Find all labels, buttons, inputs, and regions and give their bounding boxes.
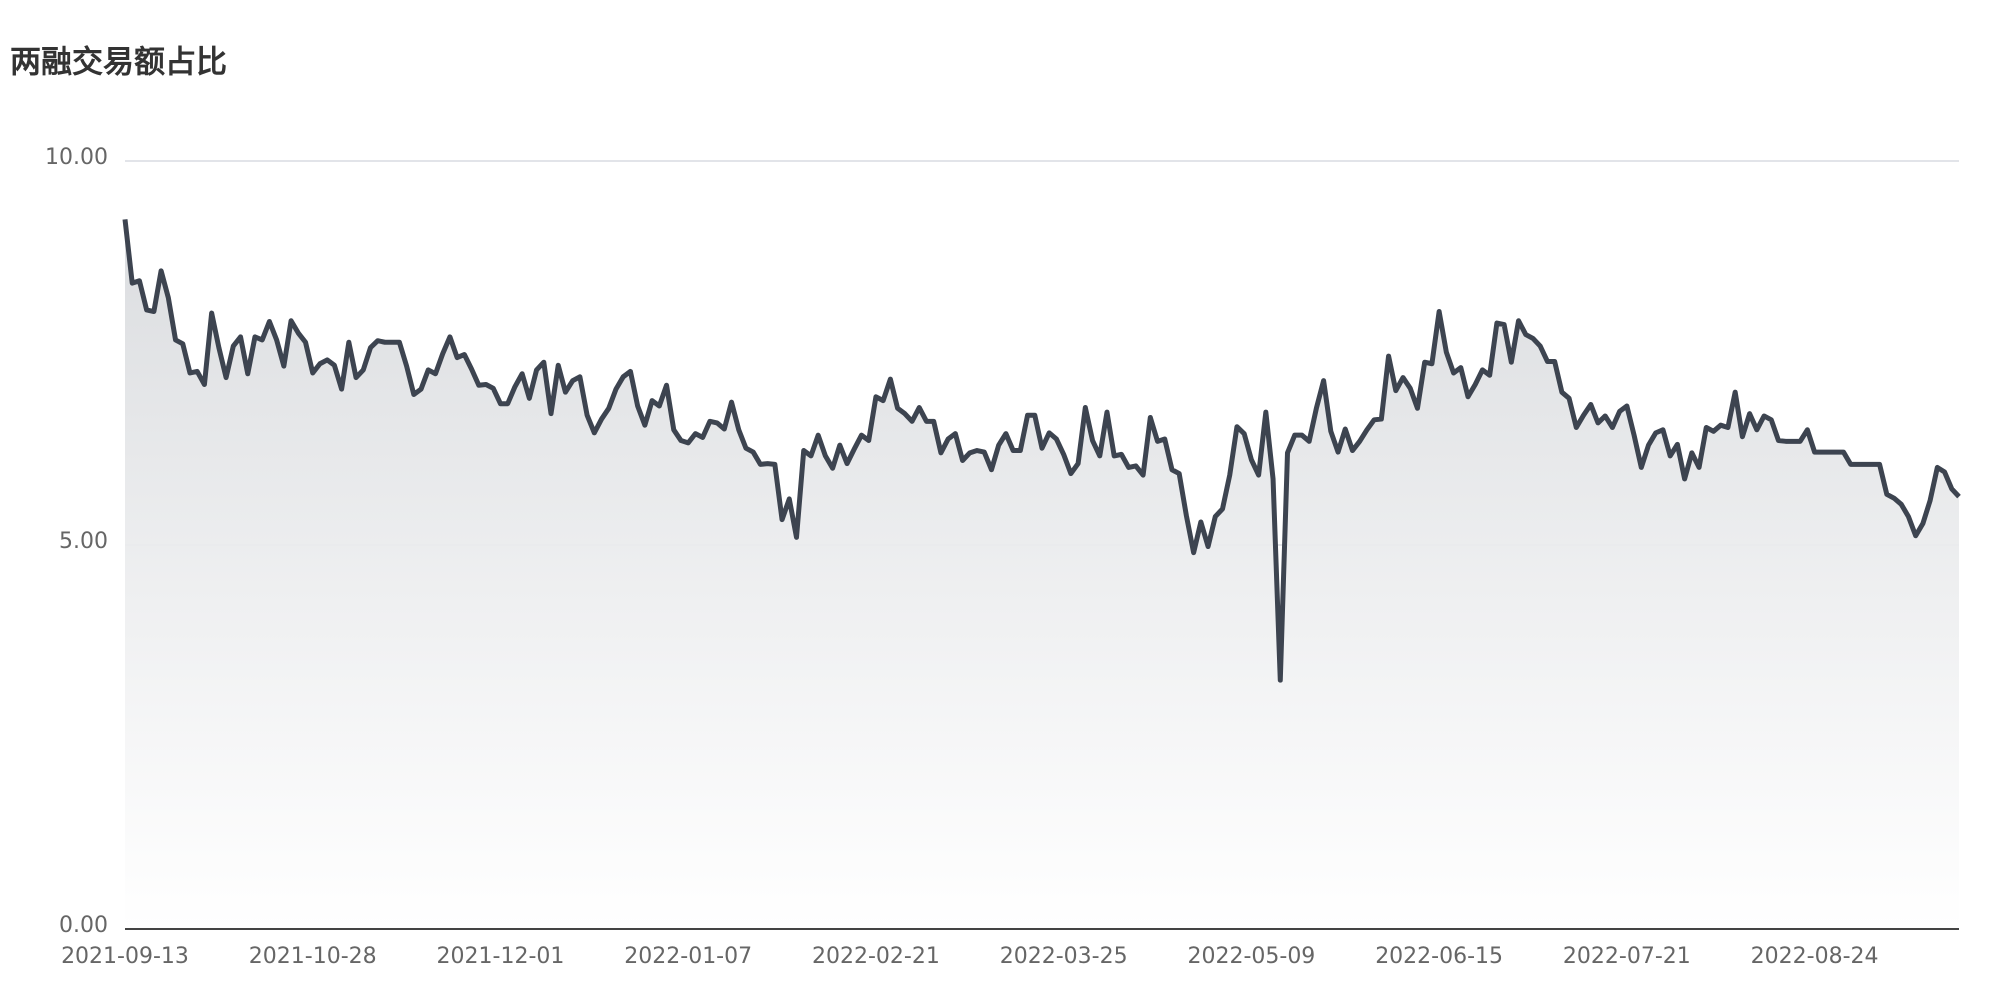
- x-tick-label: 2022-06-15: [1375, 944, 1503, 969]
- x-tick-label: 2022-05-09: [1187, 944, 1315, 969]
- x-tick-label: 2022-07-21: [1563, 944, 1691, 969]
- chart-title: 两融交易额占比: [10, 45, 227, 81]
- x-tick-label: 2022-03-25: [1000, 944, 1128, 969]
- x-tick-label: 2021-09-13: [61, 944, 189, 969]
- y-tick-label: 5.00: [59, 529, 108, 554]
- x-tick-label: 2022-02-21: [812, 944, 940, 969]
- y-tick-label: 0.00: [59, 913, 108, 938]
- y-tick-label: 10.00: [45, 145, 108, 170]
- x-tick-label: 2021-10-28: [249, 944, 377, 969]
- line: [122, 219, 1961, 683]
- area: [125, 219, 1959, 929]
- x-tick-label: 2022-01-07: [624, 944, 752, 969]
- x-tick-label: 2021-12-01: [437, 944, 565, 969]
- x-tick-label: 2022-08-24: [1751, 944, 1879, 969]
